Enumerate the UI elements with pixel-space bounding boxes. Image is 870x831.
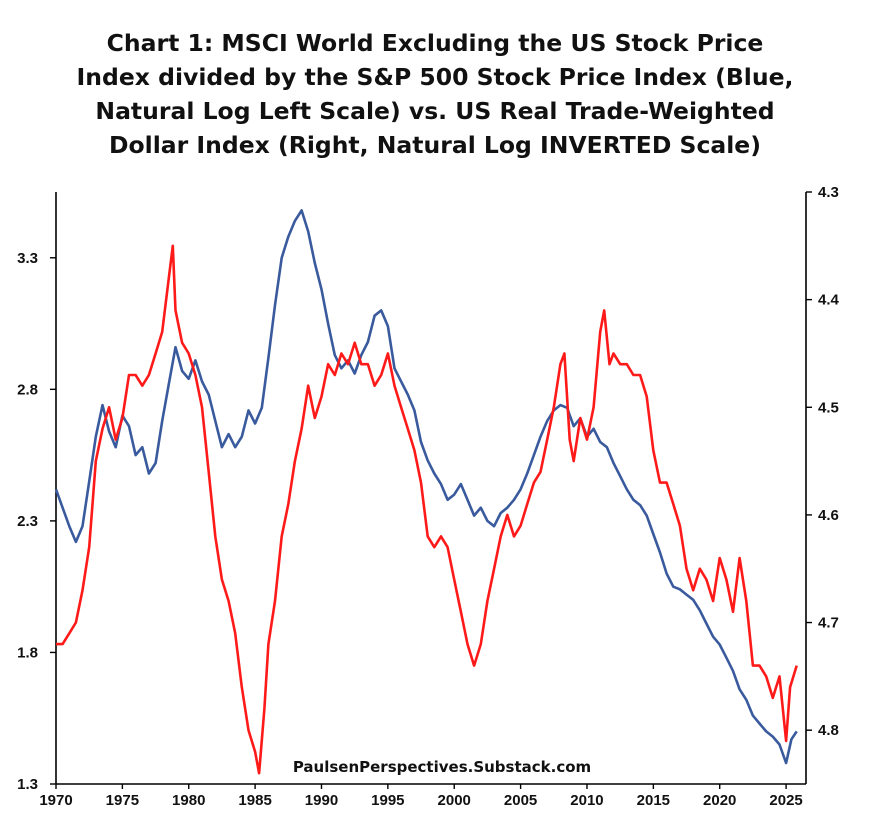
right-tick-label: 4.7 — [818, 615, 839, 632]
right-tick-label: 4.3 — [818, 184, 839, 201]
x-tick-label: 2010 — [570, 792, 603, 809]
left-tick-label: 3.3 — [17, 250, 38, 267]
x-tick-label: 1975 — [106, 792, 139, 809]
title-line-2: Index divided by the S&P 500 Stock Price… — [76, 63, 794, 91]
red-series-line — [56, 244, 798, 775]
axes — [50, 191, 812, 789]
x-tick-label: 1995 — [371, 792, 404, 809]
left-tick-label: 1.3 — [17, 776, 38, 793]
title-line-3: Natural Log Left Scale) vs. US Real Trad… — [95, 97, 775, 125]
title-line-4: Dollar Index (Right, Natural Log INVERTE… — [109, 131, 761, 159]
x-tick-label: 1980 — [172, 792, 205, 809]
x-tick-label: 2025 — [769, 792, 802, 809]
left-tick-label: 2.8 — [17, 381, 38, 398]
blue-series-line — [54, 209, 798, 765]
left-tick-label: 2.3 — [17, 513, 38, 530]
x-tick-label: 1970 — [39, 792, 72, 809]
right-tick-label: 4.4 — [818, 292, 840, 309]
source-annotation: PaulsenPerspectives.Substack.com — [293, 758, 591, 776]
series-lines — [54, 209, 798, 775]
left-tick-label: 1.8 — [17, 644, 38, 661]
x-tick-label: 1985 — [238, 792, 271, 809]
x-tick-label: 2020 — [703, 792, 736, 809]
x-tick-label: 2005 — [504, 792, 537, 809]
x-tick-label: 1990 — [305, 792, 338, 809]
x-tick-label: 2000 — [438, 792, 471, 809]
right-tick-label: 4.8 — [818, 722, 839, 739]
x-tick-label: 2015 — [637, 792, 670, 809]
right-tick-label: 4.6 — [818, 507, 839, 524]
tick-labels: 1.3 1.8 2.3 2.8 3.3 4.3 4.4 4.5 4.6 4.7 4.8 1970 197… — [17, 184, 839, 809]
chart-title: Chart 1: MSCI World Excluding the US Sto… — [0, 26, 870, 162]
right-tick-label: 4.5 — [818, 399, 839, 416]
title-line-1: Chart 1: MSCI World Excluding the US Sto… — [106, 29, 764, 57]
